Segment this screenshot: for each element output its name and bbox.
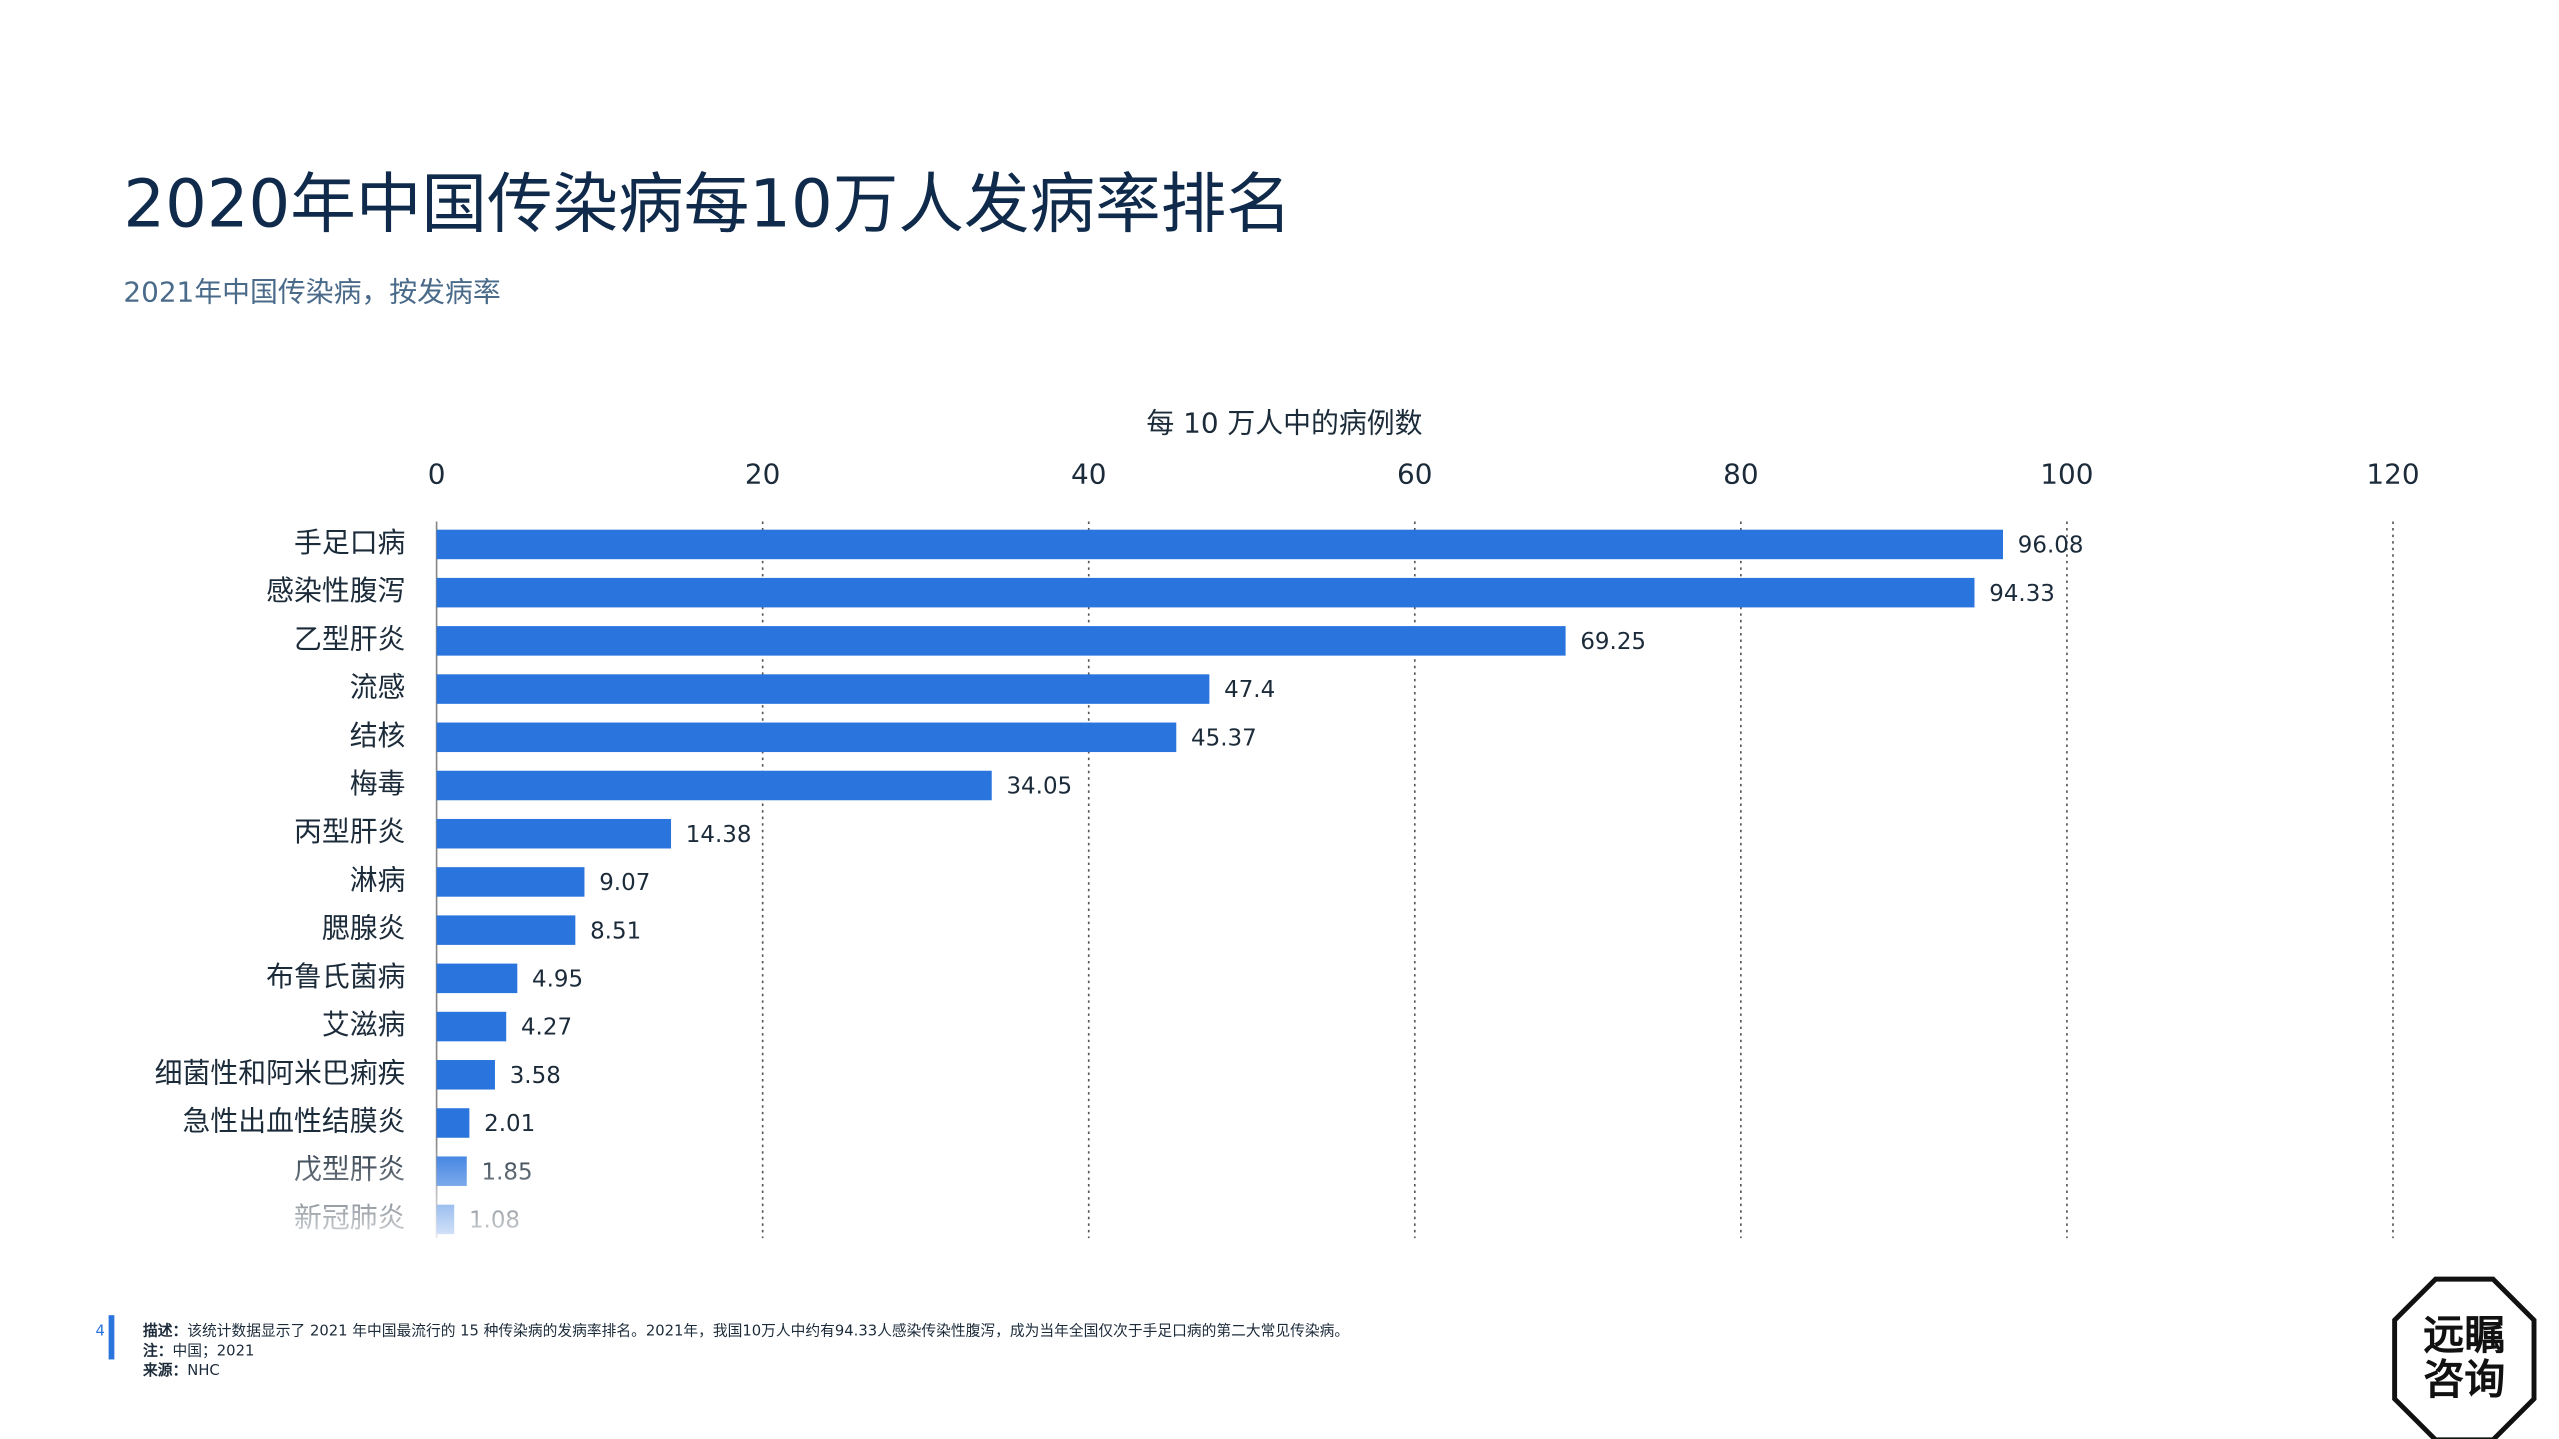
source-text: NHC — [187, 1362, 219, 1379]
x-axis-label: 每 10 万人中的病例数 — [1146, 407, 1422, 440]
plot: 0 20 40 60 80 100 120 手足口病 96.08 感染性腹泻 94.33 乙型肝炎 69… — [155, 458, 2420, 1239]
value-label: 34.05 — [1006, 774, 1072, 800]
y-tick-label: 急性出血性结膜炎 — [183, 1104, 406, 1137]
chart-subtitle: 2021年中国传染病，按发病率 — [123, 276, 500, 309]
y-tick-label: 淋病 — [350, 863, 406, 896]
value-label: 4.95 — [532, 966, 583, 992]
bar — [436, 770, 992, 801]
bar — [436, 818, 672, 849]
logo-line1: 远瞩 — [2423, 1311, 2505, 1359]
x-tick-label: 20 — [745, 458, 780, 491]
bar — [436, 1060, 495, 1090]
page-number: 4 — [96, 1323, 105, 1340]
logo-octagon — [2392, 1276, 2537, 1439]
bar — [436, 1011, 507, 1042]
bar — [436, 577, 1975, 608]
value-label: 96.08 — [2018, 533, 2084, 559]
x-tick-label: 60 — [1397, 458, 1432, 491]
value-label: 2.01 — [484, 1111, 535, 1137]
source-label: 来源： — [142, 1361, 187, 1379]
bar — [436, 722, 1177, 753]
value-label: 3.58 — [510, 1063, 561, 1089]
description-label: 描述： — [143, 1322, 187, 1340]
bar — [436, 915, 576, 945]
value-label: 14.38 — [686, 822, 752, 848]
y-tick-label: 细菌性和阿米巴痢疾 — [155, 1056, 406, 1089]
bar — [436, 529, 2004, 560]
y-tick-label: 乙型肝炎 — [294, 622, 405, 655]
bar — [436, 674, 1210, 704]
y-tick-label: 布鲁氏菌病 — [266, 960, 405, 993]
logo: 远瞩 咨询 — [2392, 1276, 2537, 1439]
y-tick-label: 腮腺炎 — [322, 912, 406, 945]
bar — [436, 963, 518, 994]
footer-description: 描述：该统计数据显示了 2021 年中国最流行的 15 种传染病的发病率排名。2… — [143, 1322, 1349, 1340]
footer-note: 注：中国；2021 — [143, 1341, 254, 1359]
x-tick-label: 100 — [2040, 458, 2093, 491]
note-label: 注： — [143, 1341, 172, 1359]
value-label: 9.07 — [599, 870, 650, 896]
fade-overlay — [131, 1139, 624, 1255]
logo-line2: 咨询 — [2423, 1355, 2505, 1403]
x-tick-label: 80 — [1723, 458, 1758, 491]
x-tick-label: 40 — [1071, 458, 1106, 491]
x-tick-label: 0 — [428, 458, 446, 491]
y-tick-label: 流感 — [350, 671, 406, 704]
value-label: 47.4 — [1224, 677, 1275, 703]
y-tick-label: 手足口病 — [294, 526, 405, 559]
value-label: 8.51 — [590, 918, 641, 944]
chart-title: 2020年中国传染病每10万人发病率排名 — [123, 166, 1291, 242]
description-text: 该统计数据显示了 2021 年中国最流行的 15 种传染病的发病率排名。2021… — [187, 1322, 1349, 1340]
value-label: 94.33 — [1989, 581, 2055, 607]
y-tick-label: 艾滋病 — [322, 1008, 406, 1041]
y-tick-label: 梅毒 — [350, 767, 406, 800]
y-tick-label: 感染性腹泻 — [266, 574, 405, 607]
bar — [436, 1108, 470, 1138]
note-text: 中国；2021 — [173, 1342, 255, 1359]
value-label: 69.25 — [1580, 629, 1646, 655]
bar — [436, 626, 1566, 656]
footer-bar — [108, 1315, 115, 1360]
y-tick-label: 结核 — [350, 719, 406, 752]
footer-source: 来源：NHC — [142, 1361, 220, 1379]
value-label: 45.37 — [1191, 725, 1257, 751]
x-tick-label: 120 — [2366, 458, 2419, 491]
value-label: 4.27 — [521, 1015, 572, 1041]
y-tick-label: 丙型肝炎 — [294, 815, 405, 848]
bar — [436, 867, 585, 897]
